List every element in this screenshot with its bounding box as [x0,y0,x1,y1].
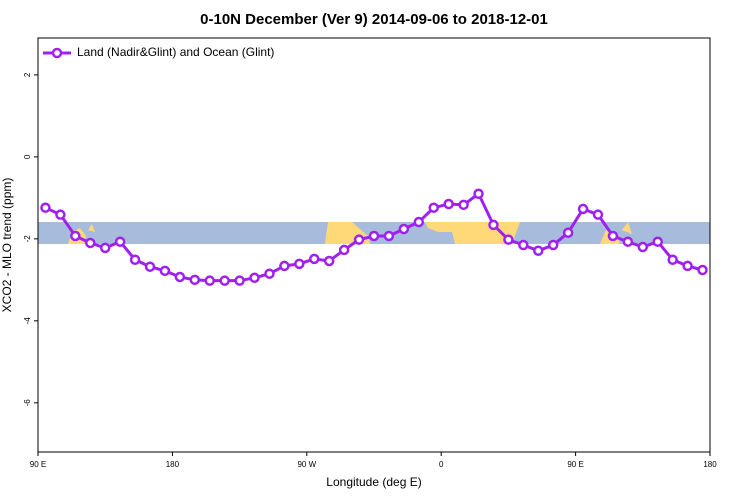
x-tick-label: 180 [703,460,717,469]
y-tick-label: 2 [23,72,32,77]
point [114,236,126,247]
point [637,241,649,253]
point [353,234,365,245]
point [219,275,230,286]
x-tick-label: 180 [166,460,180,469]
point [667,254,678,266]
point [398,223,410,235]
point [592,209,604,220]
point [85,237,96,249]
point [518,239,529,251]
point [488,219,499,231]
x-tick-label: 0 [439,460,444,469]
point [279,260,290,272]
point [99,242,111,254]
y-tick-label: -2 [23,235,32,243]
point [652,236,663,247]
point [577,203,589,215]
point [622,236,634,247]
point [249,272,260,284]
point [428,202,439,213]
point [368,230,380,242]
point [294,258,305,270]
point [70,230,81,242]
point [40,202,51,213]
point [55,209,66,220]
point [264,268,275,279]
point [338,244,350,256]
point [159,265,171,277]
point [458,199,469,211]
point [697,264,708,276]
point [607,230,619,242]
point [413,216,425,228]
x-tick-label: 90 W [297,460,316,469]
point [129,254,141,266]
point [443,198,454,210]
x-axis-label: Longitude (deg E) [326,475,421,489]
point [234,275,245,286]
x-tick-label: 90 E [567,460,583,469]
legend-marker [51,47,63,59]
point [144,261,156,272]
point [174,271,186,283]
point [562,227,574,238]
chart-title: 0-10N December (Ver 9) 2014-09-06 to 201… [200,11,548,28]
point [547,239,559,251]
point [204,275,215,286]
y-tick-label: -6 [23,399,32,407]
y-tick-label: 0 [23,154,32,159]
legend-label: Land (Nadir&Glint) and Ocean (Glint) [77,45,274,59]
point [682,260,693,272]
point [383,230,395,242]
x-tick-label: 90 E [30,460,46,469]
point [533,245,544,256]
point [189,274,201,286]
point [503,234,514,245]
point [309,253,320,265]
y-tick-label: -4 [23,317,32,325]
y-axis-label: XCO2 - MLO trend (ppm) [0,178,14,313]
plot-frame [37,37,711,453]
point [473,188,484,200]
point [323,255,335,267]
